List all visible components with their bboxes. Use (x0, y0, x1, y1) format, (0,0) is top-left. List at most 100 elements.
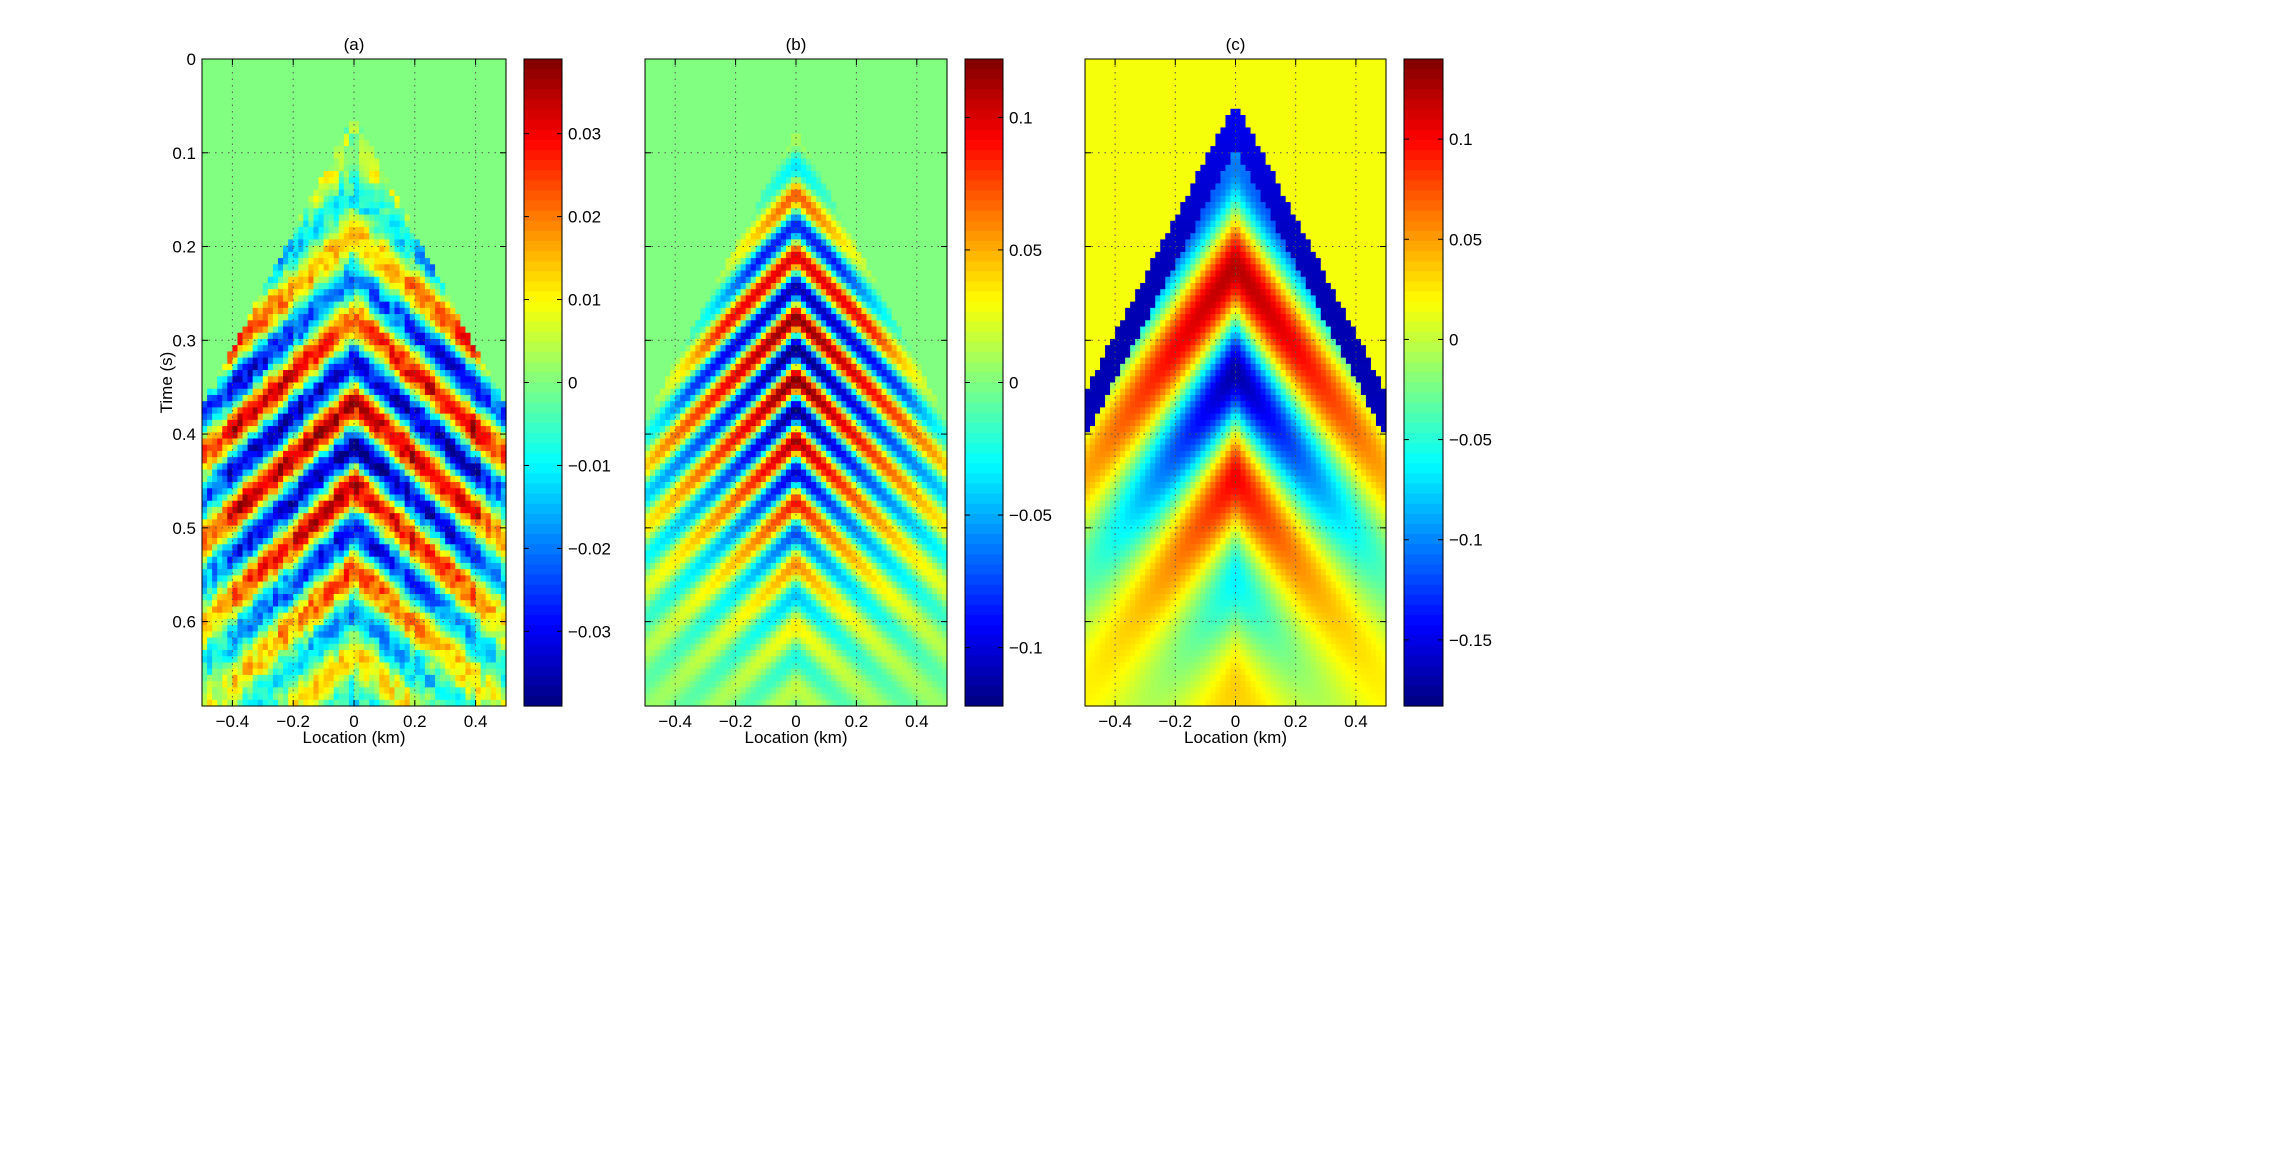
heatmap-cell (283, 407, 289, 415)
heatmap-cell (202, 127, 208, 135)
heatmap-cell (343, 463, 350, 471)
heatmap-cell (333, 668, 340, 676)
heatmap-cell (374, 320, 380, 328)
heatmap-cell (283, 152, 289, 160)
heatmap-cell (232, 426, 239, 433)
heatmap-cell (318, 351, 325, 359)
heatmap-cell (404, 444, 411, 452)
heatmap-cell (318, 114, 325, 122)
heatmap-cell (354, 77, 360, 85)
heatmap-cell (293, 612, 299, 620)
heatmap-cell (414, 77, 421, 85)
heatmap-cell (430, 245, 436, 253)
heatmap-cell (252, 444, 259, 452)
heatmap-cell (409, 320, 416, 328)
heatmap-cell (399, 96, 406, 104)
heatmap-cell (394, 388, 401, 396)
heatmap-cell (409, 133, 416, 141)
heatmap-cell (207, 376, 213, 384)
heatmap-cell (374, 662, 380, 670)
heatmap-cell (232, 668, 239, 676)
heatmap-cell (343, 258, 350, 265)
heatmap-cell (222, 525, 228, 533)
heatmap-cell (252, 612, 259, 620)
heatmap-cell (247, 401, 254, 408)
heatmap-cell (313, 363, 320, 371)
heatmap-cell (333, 506, 340, 514)
heatmap-cell (399, 531, 406, 539)
heatmap-cell (435, 674, 441, 682)
heatmap-cell (207, 438, 213, 446)
heatmap-cell (328, 575, 335, 583)
heatmap-cell (364, 544, 370, 552)
heatmap-cell (348, 158, 355, 166)
heatmap-cell (298, 687, 304, 695)
heatmap-cell (338, 320, 345, 328)
heatmap-cell (348, 432, 355, 440)
heatmap-cell (202, 301, 208, 309)
heatmap-cell (267, 71, 274, 79)
heatmap-cell (262, 450, 269, 458)
heatmap-cell (348, 338, 355, 346)
heatmap-cell (435, 656, 441, 664)
heatmap-cell (343, 488, 350, 496)
heatmap-cell (328, 544, 335, 552)
heatmap-cell (202, 326, 208, 334)
heatmap-cell (222, 77, 228, 85)
heatmap-cell (232, 139, 239, 147)
heatmap-cell (318, 587, 325, 595)
heatmap-cell (293, 581, 299, 589)
heatmap-cell (267, 332, 274, 340)
heatmap-cell (257, 681, 264, 688)
heatmap-cell (323, 332, 330, 340)
heatmap-cell (247, 382, 254, 390)
heatmap-cell (369, 307, 375, 315)
heatmap-cell (212, 295, 218, 303)
heatmap-cell (348, 475, 355, 483)
heatmap-cell (227, 158, 233, 166)
heatmap-cell (252, 320, 259, 328)
heatmap-cell (409, 146, 416, 153)
heatmap-cell (328, 687, 335, 695)
heatmap-cell (242, 264, 249, 272)
heatmap-cell (318, 656, 325, 664)
heatmap-cell (272, 139, 279, 147)
heatmap-cell (278, 326, 284, 334)
heatmap-cell (364, 226, 370, 234)
heatmap-cell (343, 183, 350, 191)
heatmap-cell (288, 426, 294, 433)
heatmap-cell (348, 289, 355, 296)
heatmap-cell (283, 494, 289, 502)
heatmap-cell (414, 307, 421, 315)
heatmap-cell (318, 544, 325, 552)
heatmap-cell (430, 264, 436, 272)
heatmap-cell (217, 345, 223, 352)
heatmap-cell (424, 270, 431, 278)
heatmap-cell (338, 114, 345, 122)
heatmap-cell (379, 631, 385, 639)
heatmap-cell (338, 463, 345, 471)
heatmap-cell (399, 668, 406, 676)
heatmap-cell (232, 320, 239, 328)
heatmap-cell (354, 618, 360, 626)
heatmap-cell (298, 401, 304, 408)
heatmap-cell (374, 65, 380, 73)
heatmap-cell (343, 102, 350, 110)
heatmap-cell (394, 127, 401, 135)
heatmap-cell (354, 426, 360, 433)
heatmap-cell (384, 426, 391, 433)
heatmap-cell (369, 687, 375, 695)
heatmap-cell (369, 681, 375, 688)
heatmap-cell (242, 183, 249, 191)
heatmap-cell (212, 83, 218, 91)
heatmap-cell (440, 96, 446, 104)
heatmap-cell (288, 432, 294, 440)
heatmap-cell (267, 419, 274, 427)
heatmap-cell (298, 681, 304, 688)
heatmap-cell (394, 164, 401, 172)
heatmap-cell (303, 382, 309, 390)
heatmap-cell (430, 662, 436, 670)
heatmap-cell (394, 575, 401, 583)
heatmap-cell (328, 494, 335, 502)
heatmap-cell (424, 388, 431, 396)
